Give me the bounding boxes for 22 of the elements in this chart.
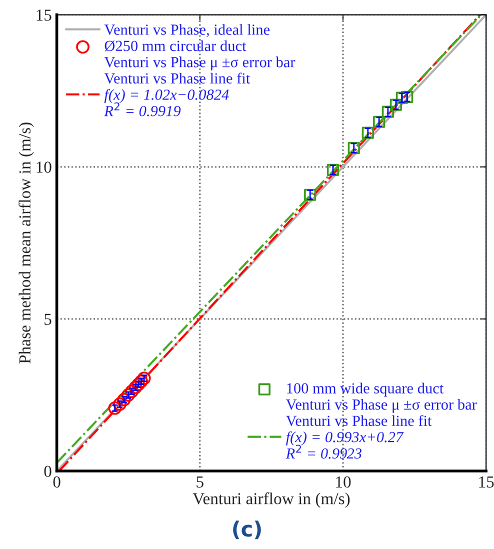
y-axis-title: Phase method mean airflow in (m/s) bbox=[18, 122, 34, 364]
y-tick-label: 10 bbox=[36, 162, 52, 173]
legend-label: Ø250 mm circular duct bbox=[104, 40, 246, 52]
legend-label: f(x) = 0.993x+0.27 bbox=[286, 431, 404, 446]
y-tick-label: 15 bbox=[36, 10, 52, 21]
legend-label: f(x) = 1.02x−0.0824 bbox=[104, 88, 229, 103]
x-tick-label: 15 bbox=[479, 476, 494, 488]
annotation: Venturi vs Phase line fit bbox=[104, 72, 250, 84]
legend-label: Venturi vs Phase, ideal line bbox=[104, 24, 270, 38]
y-tick-label: 0 bbox=[44, 466, 52, 477]
annotation: Venturi vs Phase line fit bbox=[286, 415, 432, 426]
x-tick-label: 0 bbox=[53, 476, 60, 488]
x-tick-label: 5 bbox=[196, 476, 204, 488]
y-tick-label: 5 bbox=[44, 314, 52, 325]
legend-label: 100 mm wide square duct bbox=[287, 382, 444, 397]
annotation: R$^{2}$ = 0.9923 bbox=[286, 444, 362, 459]
x-axis-title: Venturi airflow in (m/s) bbox=[192, 492, 350, 508]
annotation: Venturi vs Phase μ ±σ error bar bbox=[286, 398, 477, 413]
annotation: R$^{2}$ = 0.9919 bbox=[104, 102, 181, 116]
text: (c) bbox=[233, 520, 261, 540]
x-tick-label: 10 bbox=[336, 476, 351, 488]
annotation: Venturi vs Phase μ ±σ error bar bbox=[104, 56, 296, 70]
